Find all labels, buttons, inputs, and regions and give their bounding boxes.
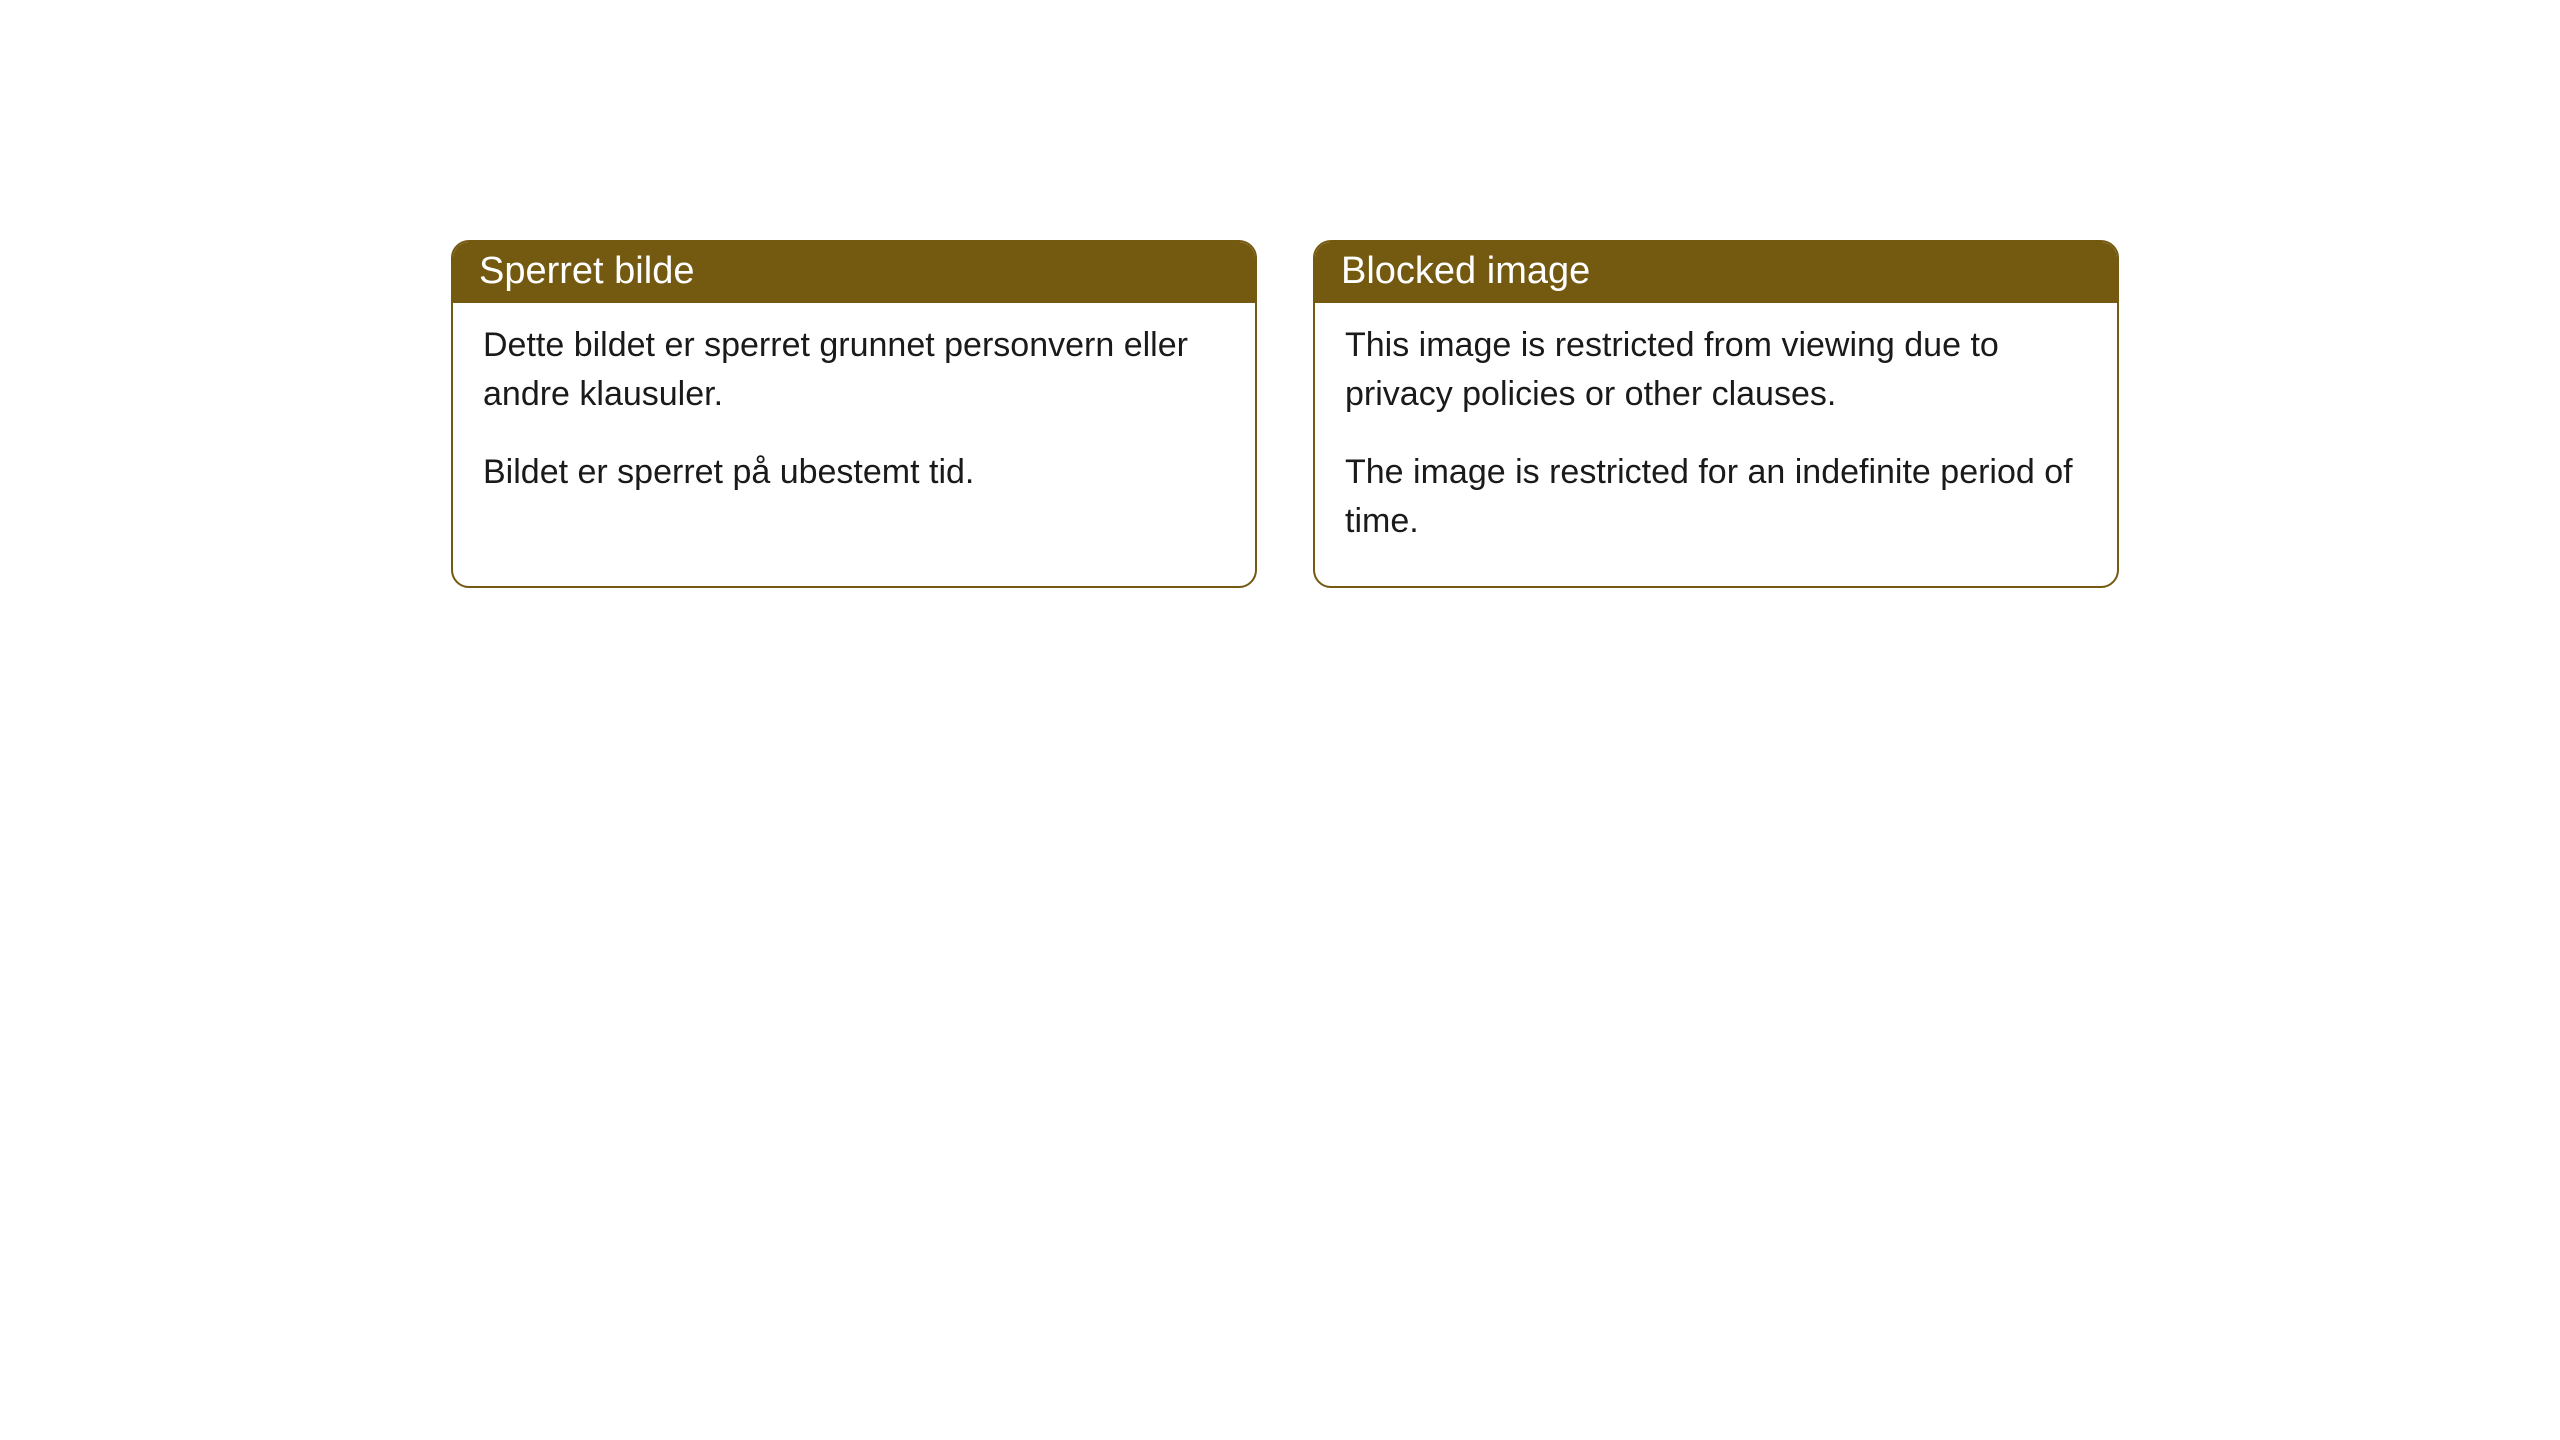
card-title-en: Blocked image: [1315, 242, 2117, 303]
blocked-image-card-en: Blocked image This image is restricted f…: [1313, 240, 2119, 588]
card-text-en-1: This image is restricted from viewing du…: [1345, 321, 2087, 420]
card-text-no-1: Dette bildet er sperret grunnet personve…: [483, 321, 1225, 420]
card-body-no: Dette bildet er sperret grunnet personve…: [453, 303, 1255, 537]
card-text-no-2: Bildet er sperret på ubestemt tid.: [483, 448, 1225, 497]
blocked-image-card-no: Sperret bilde Dette bildet er sperret gr…: [451, 240, 1257, 588]
notice-cards-container: Sperret bilde Dette bildet er sperret gr…: [451, 240, 2119, 588]
card-text-en-2: The image is restricted for an indefinit…: [1345, 448, 2087, 547]
card-body-en: This image is restricted from viewing du…: [1315, 303, 2117, 586]
card-title-no: Sperret bilde: [453, 242, 1255, 303]
